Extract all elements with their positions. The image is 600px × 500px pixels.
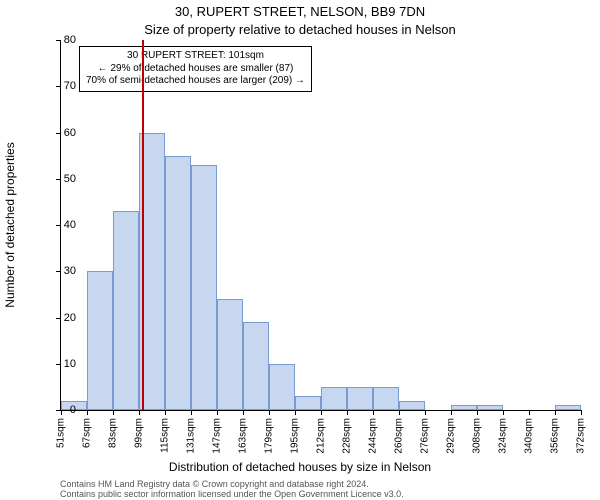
x-tick-mark xyxy=(581,410,582,415)
x-tick-label: 244sqm xyxy=(368,418,379,454)
y-tick-label: 0 xyxy=(46,404,76,416)
x-tick-label: 163sqm xyxy=(238,418,249,454)
footer-text: Contains HM Land Registry data © Crown c… xyxy=(60,480,404,500)
histogram-bar xyxy=(477,405,503,410)
x-tick-label: 179sqm xyxy=(264,418,275,454)
annotation-line3: 70% of semi-detached houses are larger (… xyxy=(86,75,305,88)
x-tick-mark xyxy=(165,410,166,415)
y-tick-label: 80 xyxy=(46,34,76,46)
x-tick-mark xyxy=(321,410,322,415)
y-tick-label: 20 xyxy=(46,312,76,324)
x-tick-mark xyxy=(425,410,426,415)
histogram-bar xyxy=(243,322,269,410)
histogram-bar xyxy=(295,396,321,410)
x-tick-label: 147sqm xyxy=(212,418,223,454)
annotation-line2: ← 29% of detached houses are smaller (87… xyxy=(86,63,305,76)
x-tick-label: 212sqm xyxy=(316,418,327,454)
x-tick-mark xyxy=(555,410,556,415)
histogram-bar xyxy=(191,165,217,410)
histogram-bar xyxy=(399,401,425,410)
histogram-bar xyxy=(321,387,347,410)
histogram-bar xyxy=(217,299,243,410)
chart-container: 30, RUPERT STREET, NELSON, BB9 7DN Size … xyxy=(0,0,600,500)
y-tick-label: 50 xyxy=(46,173,76,185)
histogram-bar xyxy=(347,387,373,410)
x-tick-mark xyxy=(191,410,192,415)
x-tick-label: 308sqm xyxy=(472,418,483,454)
y-tick-label: 40 xyxy=(46,219,76,231)
x-tick-mark xyxy=(139,410,140,415)
x-tick-label: 276sqm xyxy=(420,418,431,454)
x-tick-label: 372sqm xyxy=(576,418,587,454)
x-tick-label: 292sqm xyxy=(446,418,457,454)
y-tick-label: 70 xyxy=(46,80,76,92)
x-tick-mark xyxy=(529,410,530,415)
x-tick-mark xyxy=(451,410,452,415)
histogram-bar xyxy=(269,364,295,410)
x-tick-label: 356sqm xyxy=(550,418,561,454)
histogram-bar xyxy=(87,271,113,410)
x-axis-label: Distribution of detached houses by size … xyxy=(0,460,600,474)
x-tick-label: 340sqm xyxy=(524,418,535,454)
histogram-bar xyxy=(373,387,399,410)
x-tick-mark xyxy=(347,410,348,415)
x-tick-mark xyxy=(217,410,218,415)
histogram-bar xyxy=(555,405,581,410)
x-tick-mark xyxy=(87,410,88,415)
plot-area: 30 RUPERT STREET: 101sqm ← 29% of detach… xyxy=(60,40,581,411)
reference-line xyxy=(142,40,144,410)
chart-subtitle: Size of property relative to detached ho… xyxy=(0,22,600,37)
annotation-line1: 30 RUPERT STREET: 101sqm xyxy=(86,50,305,63)
x-tick-label: 83sqm xyxy=(108,418,119,448)
histogram-bar xyxy=(113,211,139,410)
x-tick-mark xyxy=(269,410,270,415)
y-tick-label: 10 xyxy=(46,358,76,370)
annotation-box: 30 RUPERT STREET: 101sqm ← 29% of detach… xyxy=(79,46,312,92)
x-tick-label: 67sqm xyxy=(82,418,93,448)
chart-title: 30, RUPERT STREET, NELSON, BB9 7DN xyxy=(0,4,600,19)
x-tick-label: 115sqm xyxy=(160,418,171,453)
x-tick-mark xyxy=(399,410,400,415)
x-tick-mark xyxy=(373,410,374,415)
y-tick-label: 30 xyxy=(46,265,76,277)
x-tick-mark xyxy=(243,410,244,415)
y-tick-label: 60 xyxy=(46,127,76,139)
histogram-bar xyxy=(451,405,477,410)
x-tick-mark xyxy=(295,410,296,415)
x-tick-mark xyxy=(113,410,114,415)
x-tick-label: 131sqm xyxy=(186,418,197,454)
x-tick-mark xyxy=(477,410,478,415)
x-tick-label: 195sqm xyxy=(290,418,301,454)
x-tick-label: 228sqm xyxy=(342,418,353,454)
y-axis-label: Number of detached properties xyxy=(3,142,17,307)
x-tick-mark xyxy=(503,410,504,415)
x-tick-label: 51sqm xyxy=(56,418,67,448)
histogram-bar xyxy=(165,156,191,410)
x-tick-label: 260sqm xyxy=(394,418,405,454)
x-tick-label: 99sqm xyxy=(134,418,145,448)
footer-line2: Contains public sector information licen… xyxy=(60,490,404,500)
x-tick-label: 324sqm xyxy=(498,418,509,454)
